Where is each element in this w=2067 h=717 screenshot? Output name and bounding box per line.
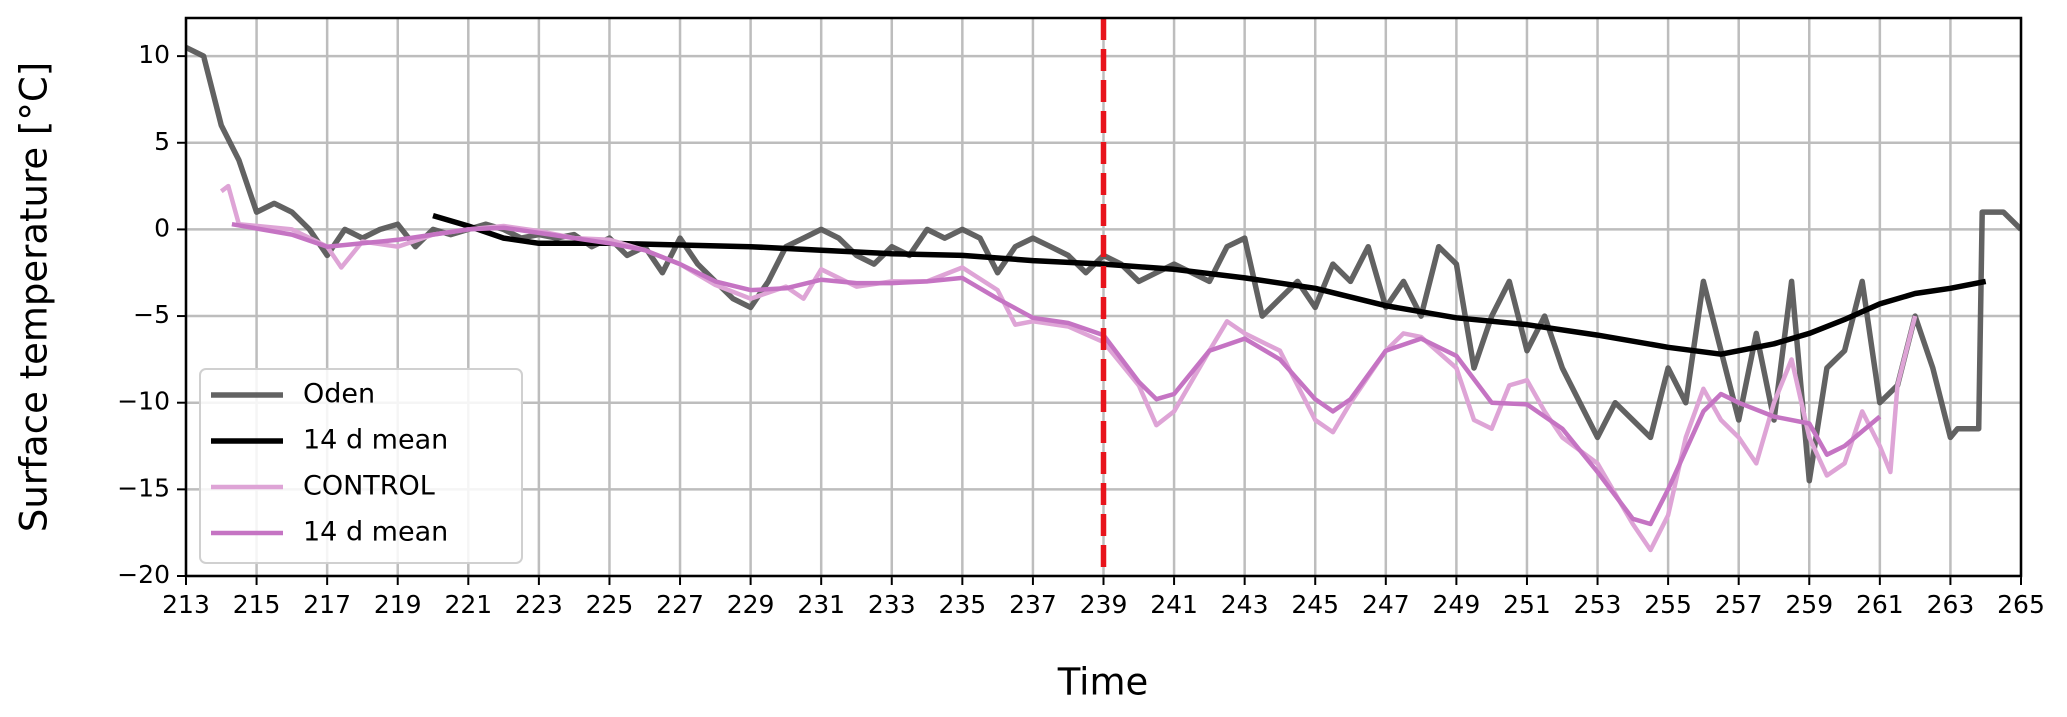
x-tick-label: 231 (797, 590, 845, 619)
x-tick-label: 265 (1997, 590, 2045, 619)
y-tick-label: −5 (133, 300, 170, 329)
x-tick-label: 213 (162, 590, 210, 619)
x-tick-label: 225 (586, 590, 634, 619)
x-tick-label: 217 (303, 590, 351, 619)
x-tick-label: 255 (1644, 590, 1692, 619)
x-tick-label: 259 (1785, 590, 1833, 619)
y-axis-label: Surface temperature [°C] (13, 62, 56, 532)
x-tick-label: 261 (1856, 590, 1904, 619)
series-line (432, 212, 1987, 357)
x-tick-label: 253 (1574, 590, 1622, 619)
y-tick-label: −20 (117, 560, 170, 589)
x-tick-label: 221 (444, 590, 492, 619)
legend-box (199, 368, 523, 564)
x-tick-label: 263 (1927, 590, 1975, 619)
x-tick-label: 215 (233, 590, 281, 619)
legend-label: Oden (303, 379, 375, 410)
legend-label: 14 d mean (303, 517, 448, 548)
x-tick-label: 249 (1433, 590, 1481, 619)
y-tick-label: −10 (117, 387, 170, 416)
x-tick-label: 227 (656, 590, 704, 619)
x-tick-label: 241 (1150, 590, 1198, 619)
x-tick-label: 233 (868, 590, 916, 619)
x-axis-label: Time (1057, 661, 1149, 704)
axes-frame (184, 16, 2023, 578)
x-tick-label: 257 (1715, 590, 1763, 619)
x-tick-label: 223 (515, 590, 563, 619)
x-tick-label: 243 (1221, 590, 1269, 619)
x-tick-label: 235 (938, 590, 986, 619)
legend-label: 14 d mean (303, 425, 448, 456)
x-tick-label: 229 (727, 590, 775, 619)
x-tick-label: 245 (1291, 590, 1339, 619)
y-tick-label: 0 (154, 213, 170, 242)
x-tick-label: 239 (1080, 590, 1128, 619)
y-tick-label: 10 (138, 40, 170, 69)
x-tick-label: 251 (1503, 590, 1551, 619)
x-tick-label: 219 (374, 590, 422, 619)
legend-label: CONTROL (303, 471, 435, 502)
series-line (231, 221, 1882, 527)
x-tick-label: 247 (1362, 590, 1410, 619)
x-tick-label: 237 (1009, 590, 1057, 619)
y-tick-label: −15 (117, 473, 170, 502)
y-tick-label: 5 (154, 127, 170, 156)
